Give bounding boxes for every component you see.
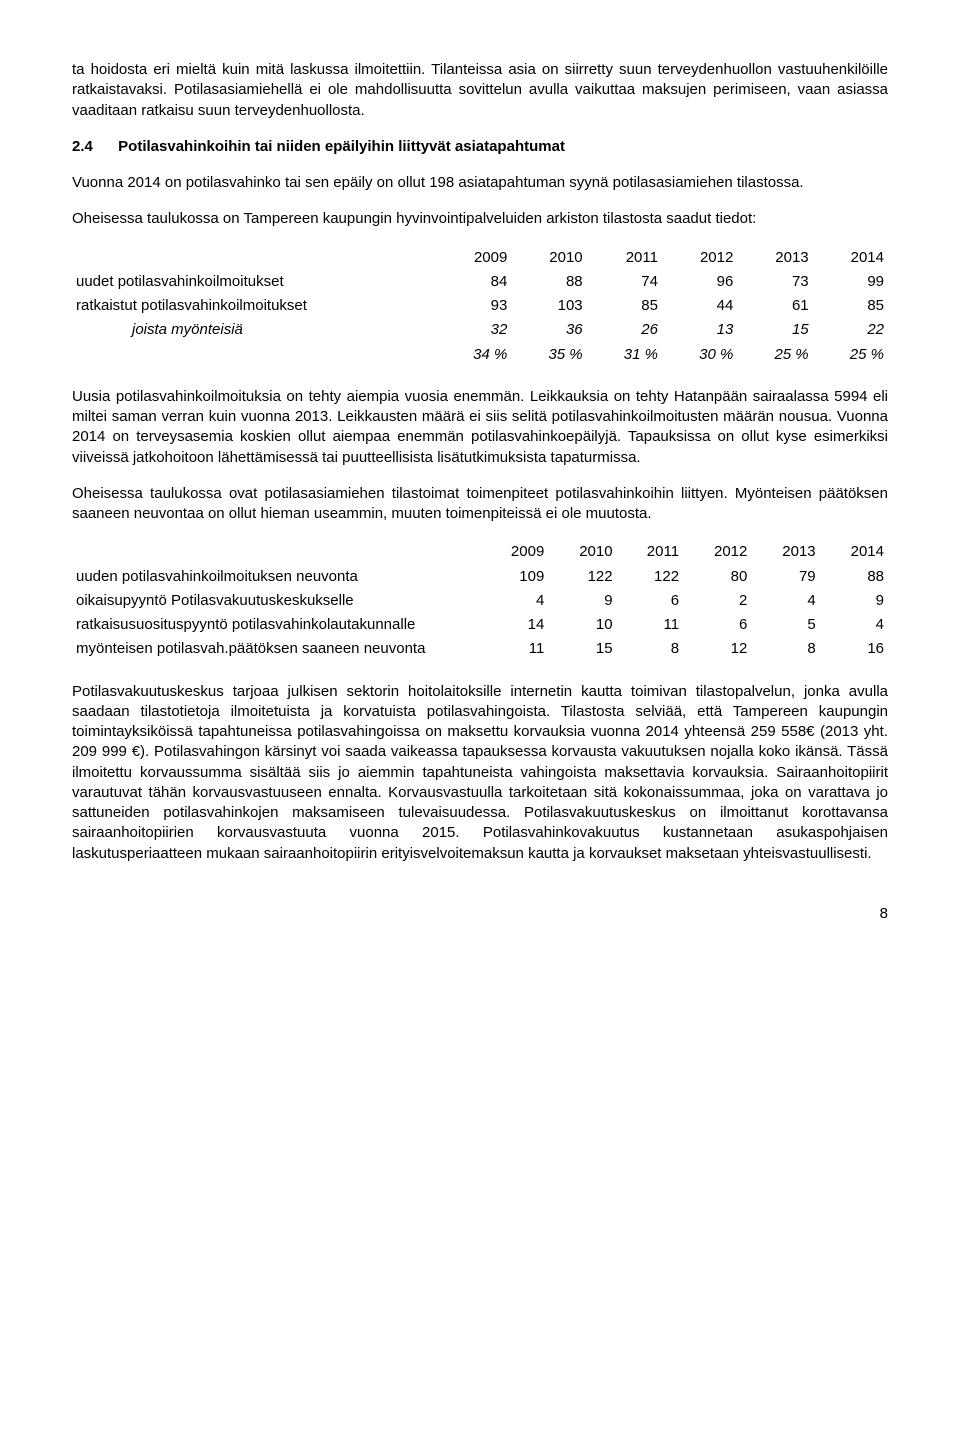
table-cell: 34 % [436,343,511,367]
table-cell-label: oikaisupyyntö Potilasvakuutuskeskukselle [72,589,480,613]
table-header-label [72,540,480,564]
table-cell: 61 [737,294,812,318]
table-cell-label: joista myönteisiä [72,318,436,342]
table-cell: 80 [683,565,751,589]
table-row: uudet potilasvahinkoilmoitukset848874967… [72,270,888,294]
paragraph-4: Uusia potilasvahinkoilmoituksia on tehty… [72,387,888,468]
table-row: 34 %35 %31 %30 %25 %25 % [72,343,888,367]
table-cell-label: myönteisen potilasvah.päätöksen saaneen … [72,637,480,661]
table-cell: 122 [617,565,683,589]
table-cell: 35 % [511,343,586,367]
table-row: myönteisen potilasvah.päätöksen saaneen … [72,637,888,661]
paragraph-3: Oheisessa taulukossa on Tampereen kaupun… [72,209,888,229]
table-potilasvahinko-ilmoitukset: 200920102011201220132014 uudet potilasva… [72,246,888,367]
paragraph-5: Oheisessa taulukossa ovat potilasasiamie… [72,484,888,525]
table-cell: 22 [813,318,888,342]
paragraph-6: Potilasvakuutuskeskus tarjoaa julkisen s… [72,682,888,864]
section-heading: 2.4 Potilasvahinkoihin tai niiden epäily… [72,137,888,157]
table-cell: 88 [511,270,586,294]
table-header-year: 2013 [751,540,819,564]
table-cell: 11 [617,613,683,637]
table-header-year: 2013 [737,246,812,270]
table-cell: 85 [587,294,662,318]
table-cell-label [72,343,436,367]
table-cell: 103 [511,294,586,318]
table-row: oikaisupyyntö Potilasvakuutuskeskukselle… [72,589,888,613]
table-row: ratkaisusuosituspyyntö potilasvahinkolau… [72,613,888,637]
table-cell: 14 [480,613,548,637]
table-cell: 12 [683,637,751,661]
table-header-year: 2009 [436,246,511,270]
table-header-year: 2014 [820,540,888,564]
table-header-year: 2010 [548,540,616,564]
table-cell: 79 [751,565,819,589]
table-cell: 31 % [587,343,662,367]
table-row: ratkaistut potilasvahinkoilmoitukset9310… [72,294,888,318]
table-cell: 93 [436,294,511,318]
table-cell: 2 [683,589,751,613]
table-cell: 36 [511,318,586,342]
table-cell: 84 [436,270,511,294]
table-cell-label: ratkaisusuosituspyyntö potilasvahinkolau… [72,613,480,637]
table-cell-label: ratkaistut potilasvahinkoilmoitukset [72,294,436,318]
table-cell: 4 [751,589,819,613]
table-cell: 13 [662,318,737,342]
table-cell: 10 [548,613,616,637]
table-header-year: 2011 [617,540,683,564]
table-header-year: 2014 [813,246,888,270]
table-cell: 9 [820,589,888,613]
table-cell: 109 [480,565,548,589]
table-header-year: 2009 [480,540,548,564]
table-cell: 25 % [737,343,812,367]
page-number: 8 [72,904,888,924]
table-header-year: 2012 [662,246,737,270]
table-cell: 26 [587,318,662,342]
table-row: joista myönteisiä323626131522 [72,318,888,342]
table-cell: 4 [480,589,548,613]
table-cell: 16 [820,637,888,661]
heading-number: 2.4 [72,137,114,157]
table-cell: 88 [820,565,888,589]
table-row: uuden potilasvahinkoilmoituksen neuvonta… [72,565,888,589]
table-cell: 44 [662,294,737,318]
table-cell: 5 [751,613,819,637]
table-header-year: 2010 [511,246,586,270]
table-cell: 73 [737,270,812,294]
paragraph-2: Vuonna 2014 on potilasvahinko tai sen ep… [72,173,888,193]
table-cell: 122 [548,565,616,589]
table-cell: 25 % [813,343,888,367]
heading-text: Potilasvahinkoihin tai niiden epäilyihin… [118,138,565,155]
table-header-year: 2011 [587,246,662,270]
table-cell: 4 [820,613,888,637]
table-cell: 85 [813,294,888,318]
table-header-year: 2012 [683,540,751,564]
table-cell: 74 [587,270,662,294]
table-header-label [72,246,436,270]
table-cell: 15 [737,318,812,342]
table-cell: 6 [617,589,683,613]
paragraph-intro: ta hoidosta eri mieltä kuin mitä laskuss… [72,60,888,121]
table-cell: 9 [548,589,616,613]
table-cell: 15 [548,637,616,661]
table-cell: 32 [436,318,511,342]
table-cell: 8 [751,637,819,661]
table-cell: 6 [683,613,751,637]
table-cell-label: uudet potilasvahinkoilmoitukset [72,270,436,294]
table-cell: 8 [617,637,683,661]
table-cell: 11 [480,637,548,661]
table-toimenpiteet: 200920102011201220132014 uuden potilasva… [72,540,888,661]
table-cell: 99 [813,270,888,294]
table-cell: 30 % [662,343,737,367]
table-cell-label: uuden potilasvahinkoilmoituksen neuvonta [72,565,480,589]
table-cell: 96 [662,270,737,294]
